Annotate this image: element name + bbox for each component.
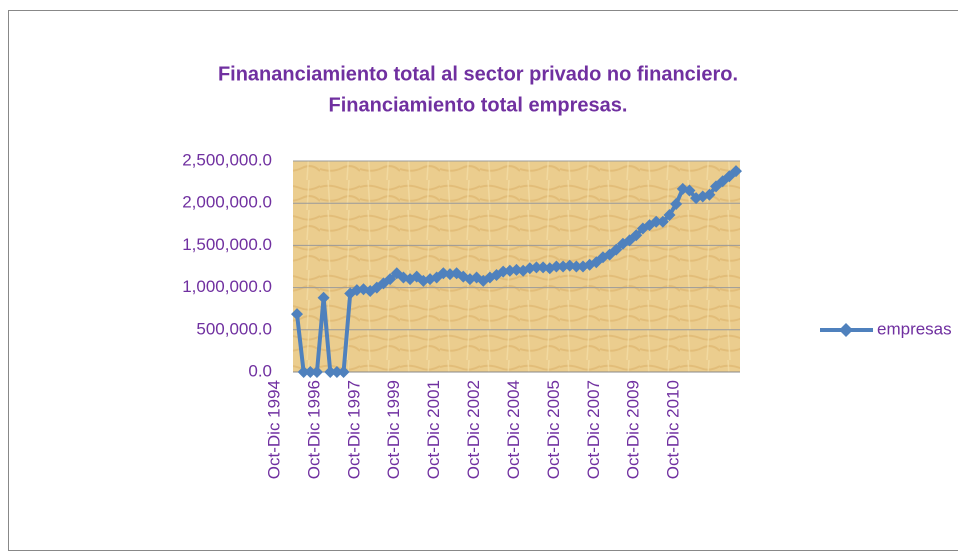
y-tick-label: 500,000.0 xyxy=(196,319,272,338)
point xyxy=(291,308,303,321)
y-tick-label: 1,000,000.0 xyxy=(182,277,272,296)
point xyxy=(670,198,683,211)
point xyxy=(310,366,323,378)
x-tick-label: Oct-Dic 2010 xyxy=(664,380,683,479)
point xyxy=(503,264,516,277)
x-tick-label: Oct-Dic 1999 xyxy=(384,380,403,479)
x-tick-label: Oct-Dic 1997 xyxy=(344,380,363,479)
point xyxy=(730,165,742,178)
y-tick-label: 0.0 xyxy=(248,361,272,380)
point xyxy=(610,243,623,256)
point xyxy=(297,366,310,378)
x-tick-label: Oct-Dic 2004 xyxy=(504,380,523,479)
point xyxy=(304,366,317,378)
x-tick-label: Oct-Dic 2009 xyxy=(624,380,643,479)
point xyxy=(630,229,643,242)
x-tick-label: Oct-Dic 1996 xyxy=(304,380,323,479)
x-tick-label: Oct-Dic 2007 xyxy=(584,380,603,479)
point xyxy=(337,366,350,378)
x-tick-label: Oct-Dic 1994 xyxy=(264,380,283,479)
legend-label: empresas xyxy=(877,319,952,338)
point xyxy=(530,261,543,274)
y-tick-label: 1,500,000.0 xyxy=(182,235,272,254)
point xyxy=(703,188,716,201)
point xyxy=(324,366,337,378)
x-tick-label: Oct-Dic 2005 xyxy=(544,380,563,479)
chart-subtitle: Financiamiento total empresas. xyxy=(329,94,628,116)
point xyxy=(656,215,669,228)
legend-marker xyxy=(839,323,853,337)
chart-title: Finananciamiento total al sector privado… xyxy=(218,63,738,85)
point xyxy=(570,260,583,273)
y-tick-label: 2,500,000.0 xyxy=(182,150,272,169)
point xyxy=(683,184,696,197)
point xyxy=(550,260,563,273)
y-tick-label: 2,000,000.0 xyxy=(182,193,272,212)
point xyxy=(650,215,663,228)
point xyxy=(330,366,343,378)
x-tick-label: Oct-Dic 2001 xyxy=(424,380,443,479)
point xyxy=(384,273,397,286)
point xyxy=(663,209,676,222)
x-tick-label: Oct-Dic 2002 xyxy=(464,380,483,479)
point xyxy=(317,291,330,304)
